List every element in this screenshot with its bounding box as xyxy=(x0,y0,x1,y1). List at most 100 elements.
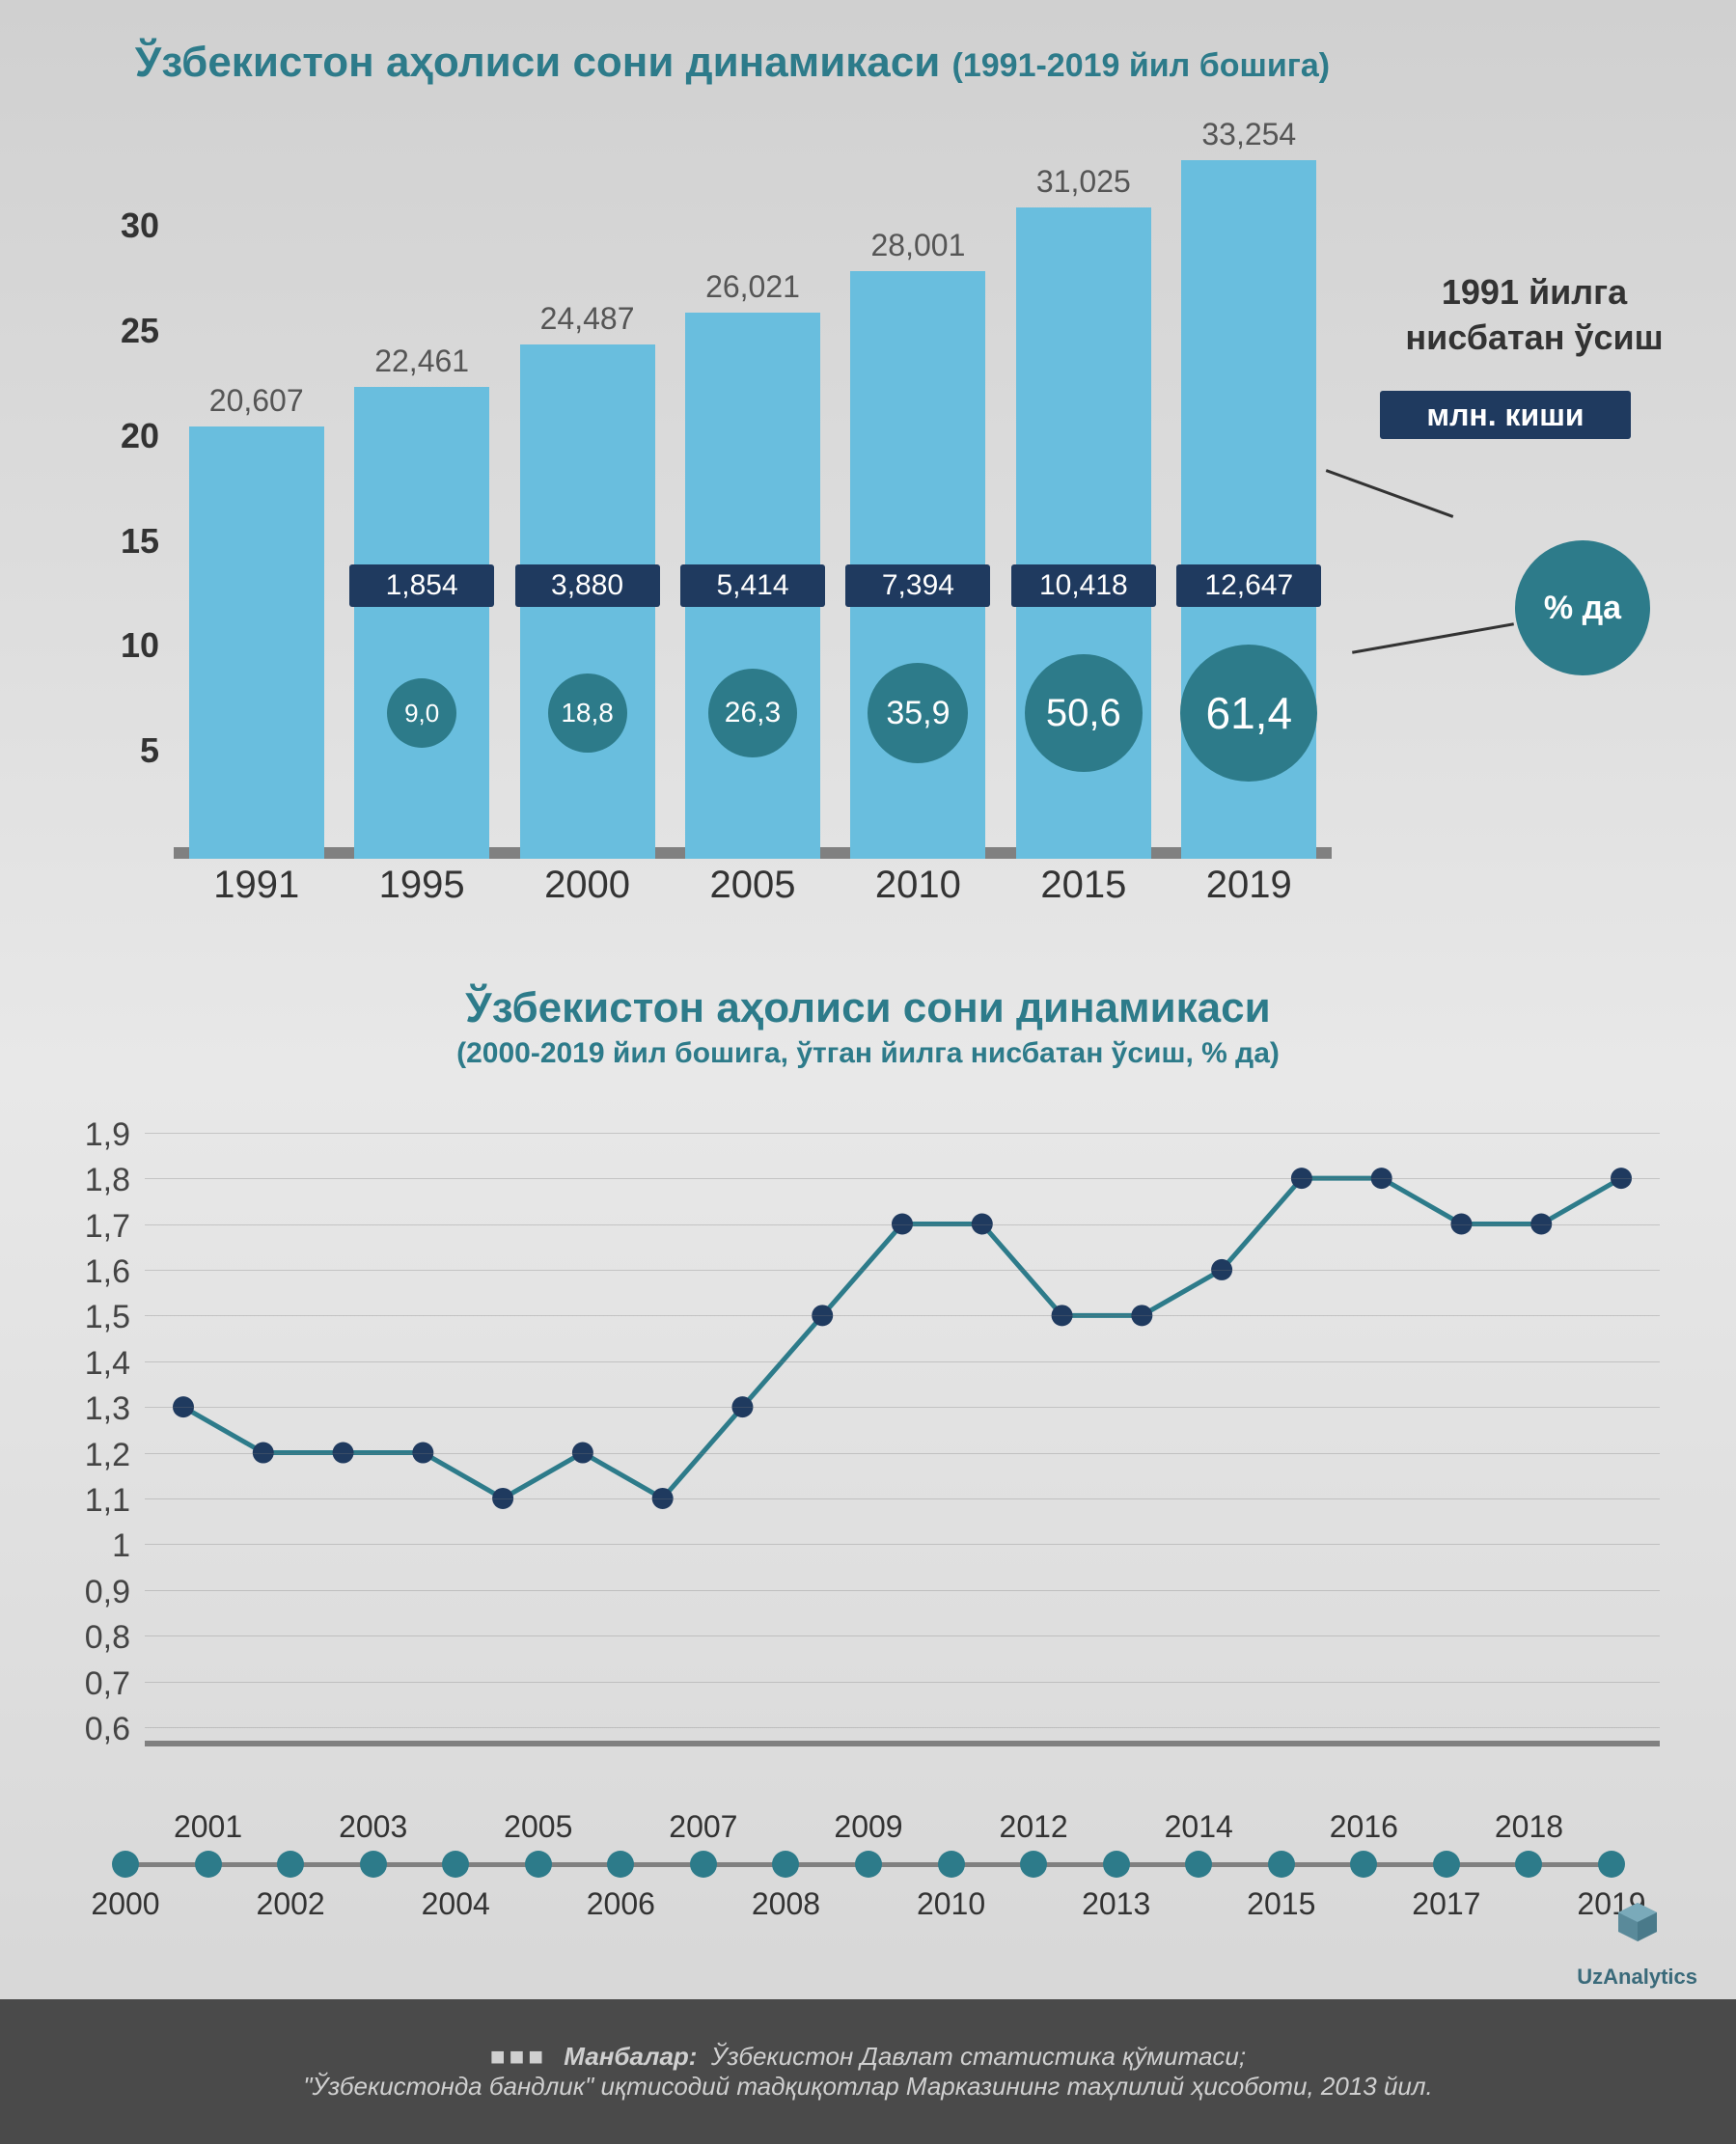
chart2-y-tick: 1,6 xyxy=(77,1253,130,1291)
chart1-x-label: 2019 xyxy=(1167,864,1331,907)
chart2-gridline xyxy=(145,1498,1660,1499)
chart1-bar-value: 31,025 xyxy=(1002,164,1166,200)
chart1-bar-value: 33,254 xyxy=(1167,117,1331,152)
chart1-y-tick: 30 xyxy=(106,206,159,246)
chart1-x-label: 1995 xyxy=(340,864,504,907)
timeline-year: 2006 xyxy=(577,1886,664,1922)
timeline-dot xyxy=(1515,1851,1542,1878)
timeline-dot xyxy=(195,1851,222,1878)
timeline-dot xyxy=(525,1851,552,1878)
chart1-bar-value: 26,021 xyxy=(671,269,835,305)
timeline-dot xyxy=(1598,1851,1625,1878)
chart2-y-tick: 1,9 xyxy=(77,1116,130,1154)
connector-line xyxy=(1352,622,1514,653)
chart2-gridline xyxy=(145,1178,1660,1179)
timeline-dot xyxy=(277,1851,304,1878)
timeline-year: 2013 xyxy=(1073,1886,1160,1922)
chart2-y-tick: 0,9 xyxy=(77,1574,130,1611)
logo-icon xyxy=(1604,1898,1671,1956)
chart1-legend-pct: % да xyxy=(1515,540,1650,675)
chart2-y-tick: 0,7 xyxy=(77,1665,130,1703)
chart1-growth-pct: 61,4 xyxy=(1180,645,1317,782)
timeline-dot xyxy=(772,1851,799,1878)
chart1-growth-abs: 5,414 xyxy=(680,564,825,607)
chart1-legend-mln: млн. киши xyxy=(1380,391,1631,439)
chart2-gridline xyxy=(145,1224,1660,1225)
timeline-dot xyxy=(1020,1851,1047,1878)
timeline-dot xyxy=(112,1851,139,1878)
chart1-bar-value: 28,001 xyxy=(836,228,1000,263)
chart2-y-tick: 0,8 xyxy=(77,1619,130,1657)
chart2-y-tick: 1,8 xyxy=(77,1162,130,1199)
chart2-gridline xyxy=(145,1453,1660,1454)
chart2-y-tick: 1,1 xyxy=(77,1482,130,1520)
timeline-dot xyxy=(1185,1851,1212,1878)
timeline-dot xyxy=(607,1851,634,1878)
timeline-year: 2005 xyxy=(495,1809,582,1845)
timeline-year: 2007 xyxy=(660,1809,747,1845)
chart1-legend-title: 1991 йилга нисбатан ўсиш xyxy=(1380,270,1689,361)
chart1-x-label: 2000 xyxy=(506,864,670,907)
chart2-y-tick: 1,5 xyxy=(77,1299,130,1336)
chart2: 0,60,70,80,911,11,21,31,41,51,61,71,81,9 xyxy=(77,1100,1660,1775)
chart1-title: Ўзбекистон аҳолиси сони динамикаси (1991… xyxy=(135,39,1330,87)
chart2-y-tick: 1,3 xyxy=(77,1390,130,1428)
timeline-year: 2001 xyxy=(165,1809,252,1845)
chart2-gridline xyxy=(145,1270,1660,1271)
chart1-growth-pct: 18,8 xyxy=(548,673,627,753)
chart2-timeline: 2000 2001 2002 2003 2004 2005 2006 2007 2008 2009… xyxy=(77,1804,1660,1920)
timeline-dot xyxy=(360,1851,387,1878)
chart1-growth-abs: 3,880 xyxy=(515,564,660,607)
chart2-gridline xyxy=(145,1361,1660,1362)
timeline-dot xyxy=(938,1851,965,1878)
chart2-gridline xyxy=(145,1590,1660,1591)
chart1-y-tick: 25 xyxy=(106,311,159,351)
timeline-dot xyxy=(1103,1851,1130,1878)
chart2-gridline xyxy=(145,1407,1660,1408)
chart1-growth-abs: 7,394 xyxy=(845,564,990,607)
chart2-y-tick: 1,4 xyxy=(77,1345,130,1383)
timeline-year: 2018 xyxy=(1485,1809,1572,1845)
timeline-dot xyxy=(855,1851,882,1878)
chart1-x-label: 2015 xyxy=(1002,864,1166,907)
timeline-year: 2014 xyxy=(1155,1809,1242,1845)
timeline-year: 2016 xyxy=(1320,1809,1407,1845)
chart1-x-label: 2010 xyxy=(836,864,1000,907)
timeline-dot xyxy=(442,1851,469,1878)
timeline-year: 2008 xyxy=(742,1886,829,1922)
timeline-year: 2017 xyxy=(1403,1886,1490,1922)
chart1-x-label: 2005 xyxy=(671,864,835,907)
chart2-title: Ўзбекистон аҳолиси сони динамикаси xyxy=(0,984,1736,1032)
chart1-bar-value: 22,461 xyxy=(340,344,504,379)
chart2-gridline xyxy=(145,1727,1660,1728)
timeline-dot xyxy=(1268,1851,1295,1878)
timeline-year: 2002 xyxy=(247,1886,334,1922)
timeline-dot xyxy=(1350,1851,1377,1878)
timeline-year: 2015 xyxy=(1238,1886,1325,1922)
chart1-y-tick: 10 xyxy=(106,625,159,666)
chart2-y-tick: 1,7 xyxy=(77,1208,130,1246)
chart1-bar-value: 20,607 xyxy=(175,383,339,419)
chart2-gridline xyxy=(145,1315,1660,1316)
timeline-dot xyxy=(1433,1851,1460,1878)
timeline-year: 2009 xyxy=(825,1809,912,1845)
chart1-growth-pct: 50,6 xyxy=(1025,654,1143,772)
chart2-subtitle: (2000-2019 йил бошига, ўтган йилга нисба… xyxy=(0,1037,1736,1070)
timeline-year: 2004 xyxy=(412,1886,499,1922)
chart1-x-label: 1991 xyxy=(175,864,339,907)
uzanalytics-logo: UzAnalytics xyxy=(1577,1898,1697,1990)
timeline-year: 2000 xyxy=(82,1886,169,1922)
logo-text: UzAnalytics xyxy=(1577,1965,1697,1990)
chart1-growth-abs: 1,854 xyxy=(349,564,494,607)
chart2-gridline xyxy=(145,1682,1660,1683)
chart1-y-tick: 20 xyxy=(106,416,159,456)
timeline-year: 2003 xyxy=(330,1809,417,1845)
chart2-y-tick: 1 xyxy=(77,1527,130,1565)
chart2-svg xyxy=(145,1100,1660,1746)
footer-sources: ■■■ Манбалар: Ўзбекистон Давлат статисти… xyxy=(0,1999,1736,2144)
chart1-y-tick: 15 xyxy=(106,521,159,562)
timeline-year: 2012 xyxy=(990,1809,1077,1845)
chart1-growth-pct: 26,3 xyxy=(708,669,797,757)
chart1-growth-abs: 12,647 xyxy=(1176,564,1321,607)
timeline-dot xyxy=(690,1851,717,1878)
